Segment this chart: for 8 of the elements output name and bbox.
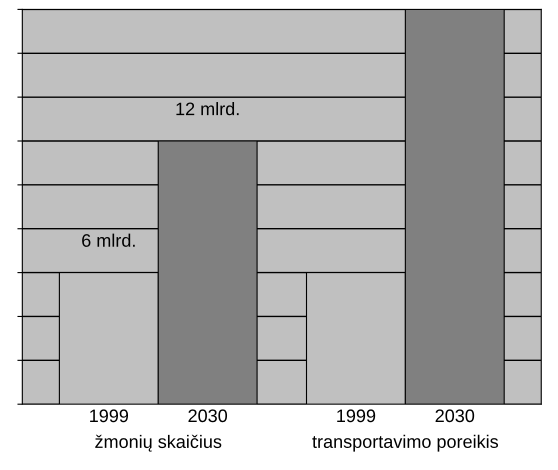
series-label: 2030	[188, 409, 228, 422]
data-label: 12 mlrd.	[176, 102, 239, 116]
text: 2030	[436, 409, 474, 422]
x-tick-label: žmonių skaičius	[95, 434, 222, 452]
data-label: 6 mlrd.	[82, 234, 135, 247]
text: 1999	[337, 409, 376, 422]
x-tick-label: transportavimo poreikis	[312, 434, 498, 452]
series-label: 1999	[90, 409, 128, 422]
